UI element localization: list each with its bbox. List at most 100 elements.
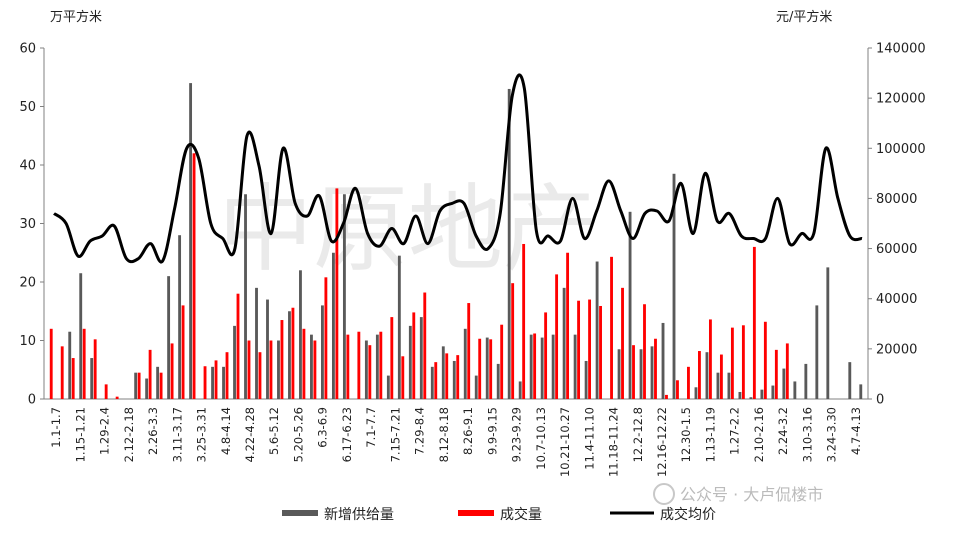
deal-bar <box>599 305 602 399</box>
deal-bar <box>203 366 207 399</box>
deal-bar <box>610 256 613 399</box>
supply-bar <box>749 397 753 399</box>
deal-bar <box>368 345 372 399</box>
deal-bar <box>621 287 624 399</box>
supply-bar <box>507 88 511 399</box>
x-tick-label: 1.29-2.4 <box>98 407 112 455</box>
deal-bar <box>643 304 646 399</box>
supply-bar <box>419 317 423 399</box>
x-tick-label: 11.4-11.10 <box>582 407 596 470</box>
deal-bar <box>456 355 460 399</box>
supply-bar <box>771 385 775 399</box>
left-tick-label: 60 <box>19 42 36 57</box>
supply-bar <box>848 362 852 399</box>
supply-bar <box>90 358 94 399</box>
right-tick-label: 100000 <box>876 142 926 157</box>
supply-bar <box>331 252 335 399</box>
supply-bar <box>266 299 269 399</box>
supply-bar <box>595 261 599 399</box>
supply-bar <box>529 334 533 399</box>
deal-bar <box>93 339 97 399</box>
deal-bar <box>522 243 526 399</box>
supply-bar <box>793 381 797 399</box>
supply-bar <box>244 194 247 399</box>
x-tick-label: 3.11-3.17 <box>170 407 184 462</box>
x-tick-label: 2.24-3.2 <box>776 407 790 455</box>
deal-bar <box>511 283 515 399</box>
supply-bar <box>859 384 863 399</box>
deal-bar <box>566 252 570 399</box>
deal-bar <box>577 300 581 399</box>
deal-bar <box>632 345 635 399</box>
supply-bar <box>617 349 621 399</box>
deal-bar <box>676 380 679 399</box>
left-tick-label: 30 <box>19 217 36 232</box>
right-tick-label: 120000 <box>876 92 926 107</box>
deal-bar <box>390 317 394 399</box>
legend-label: 新增供给量 <box>324 507 394 523</box>
price-line <box>53 73 863 264</box>
deal-bar <box>774 349 778 399</box>
deal-bar <box>434 362 438 399</box>
credit-logo-icon <box>653 483 675 505</box>
x-tick-label: 5.20-5.26 <box>291 407 305 462</box>
supply-bar <box>661 322 665 399</box>
x-tick-label: 10.21-10.27 <box>558 407 572 477</box>
deal-bar <box>335 188 339 399</box>
deal-bar <box>192 153 196 399</box>
right-tick-label: 60000 <box>876 242 917 257</box>
right-axis-unit: 元/平方米 <box>776 9 832 25</box>
deal-bar <box>280 320 284 399</box>
supply-bar <box>782 368 786 399</box>
x-tick-label: 8.12-8.18 <box>437 407 451 462</box>
right-tick-label: 40000 <box>876 292 917 307</box>
deal-bar <box>412 312 416 399</box>
deal-bar <box>719 354 723 399</box>
x-tick-label: 3.25-3.31 <box>195 407 209 462</box>
x-tick-label: 9.9-9.15 <box>485 407 499 455</box>
deal-bar <box>115 396 119 399</box>
deal-bar <box>49 328 53 399</box>
deal-bar <box>763 321 767 399</box>
deal-bar <box>82 328 86 399</box>
right-tick-label: 0 <box>876 393 884 408</box>
supply-bar <box>397 255 401 399</box>
right-tick-label: 20000 <box>876 342 917 357</box>
supply-bar <box>672 173 676 399</box>
deal-bar <box>665 394 668 399</box>
deal-bar <box>708 319 712 399</box>
deal-bar <box>654 338 657 399</box>
x-tick-label: 11.18-11.24 <box>607 407 621 477</box>
deal-bar <box>555 274 559 399</box>
supply-bar <box>386 375 390 399</box>
left-tick-label: 0 <box>28 393 36 408</box>
legend-label: 成交量 <box>500 506 542 523</box>
supply-bar <box>628 211 632 399</box>
supply-bar <box>551 334 555 399</box>
x-tick-label: 2.26-3.3 <box>146 407 160 455</box>
right-tick-label: 80000 <box>876 192 917 207</box>
deal-bar <box>60 346 64 399</box>
deal-bar <box>500 324 504 399</box>
supply-bar <box>310 334 313 399</box>
deal-bar <box>225 352 229 399</box>
supply-bar <box>716 372 720 399</box>
supply-bar <box>222 366 225 399</box>
deal-bar <box>214 360 218 399</box>
supply-bar <box>441 346 445 399</box>
deal-bar <box>291 307 295 399</box>
supply-bar <box>540 337 544 399</box>
legend-swatch <box>282 510 318 516</box>
supply-bar <box>705 352 709 399</box>
x-tick-label: 4.8-4.14 <box>219 407 233 455</box>
supply-bar <box>255 287 258 399</box>
deal-bar <box>467 303 471 399</box>
deal-bar <box>752 246 756 399</box>
deal-bar <box>159 372 163 399</box>
supply-bar <box>68 331 72 399</box>
deal-bar <box>324 277 328 399</box>
right-tick-label: 140000 <box>876 42 926 57</box>
supply-bar <box>727 372 731 399</box>
x-tick-label: 2.10-2.16 <box>752 407 766 462</box>
x-tick-label: 1.1-1.7 <box>49 407 63 448</box>
